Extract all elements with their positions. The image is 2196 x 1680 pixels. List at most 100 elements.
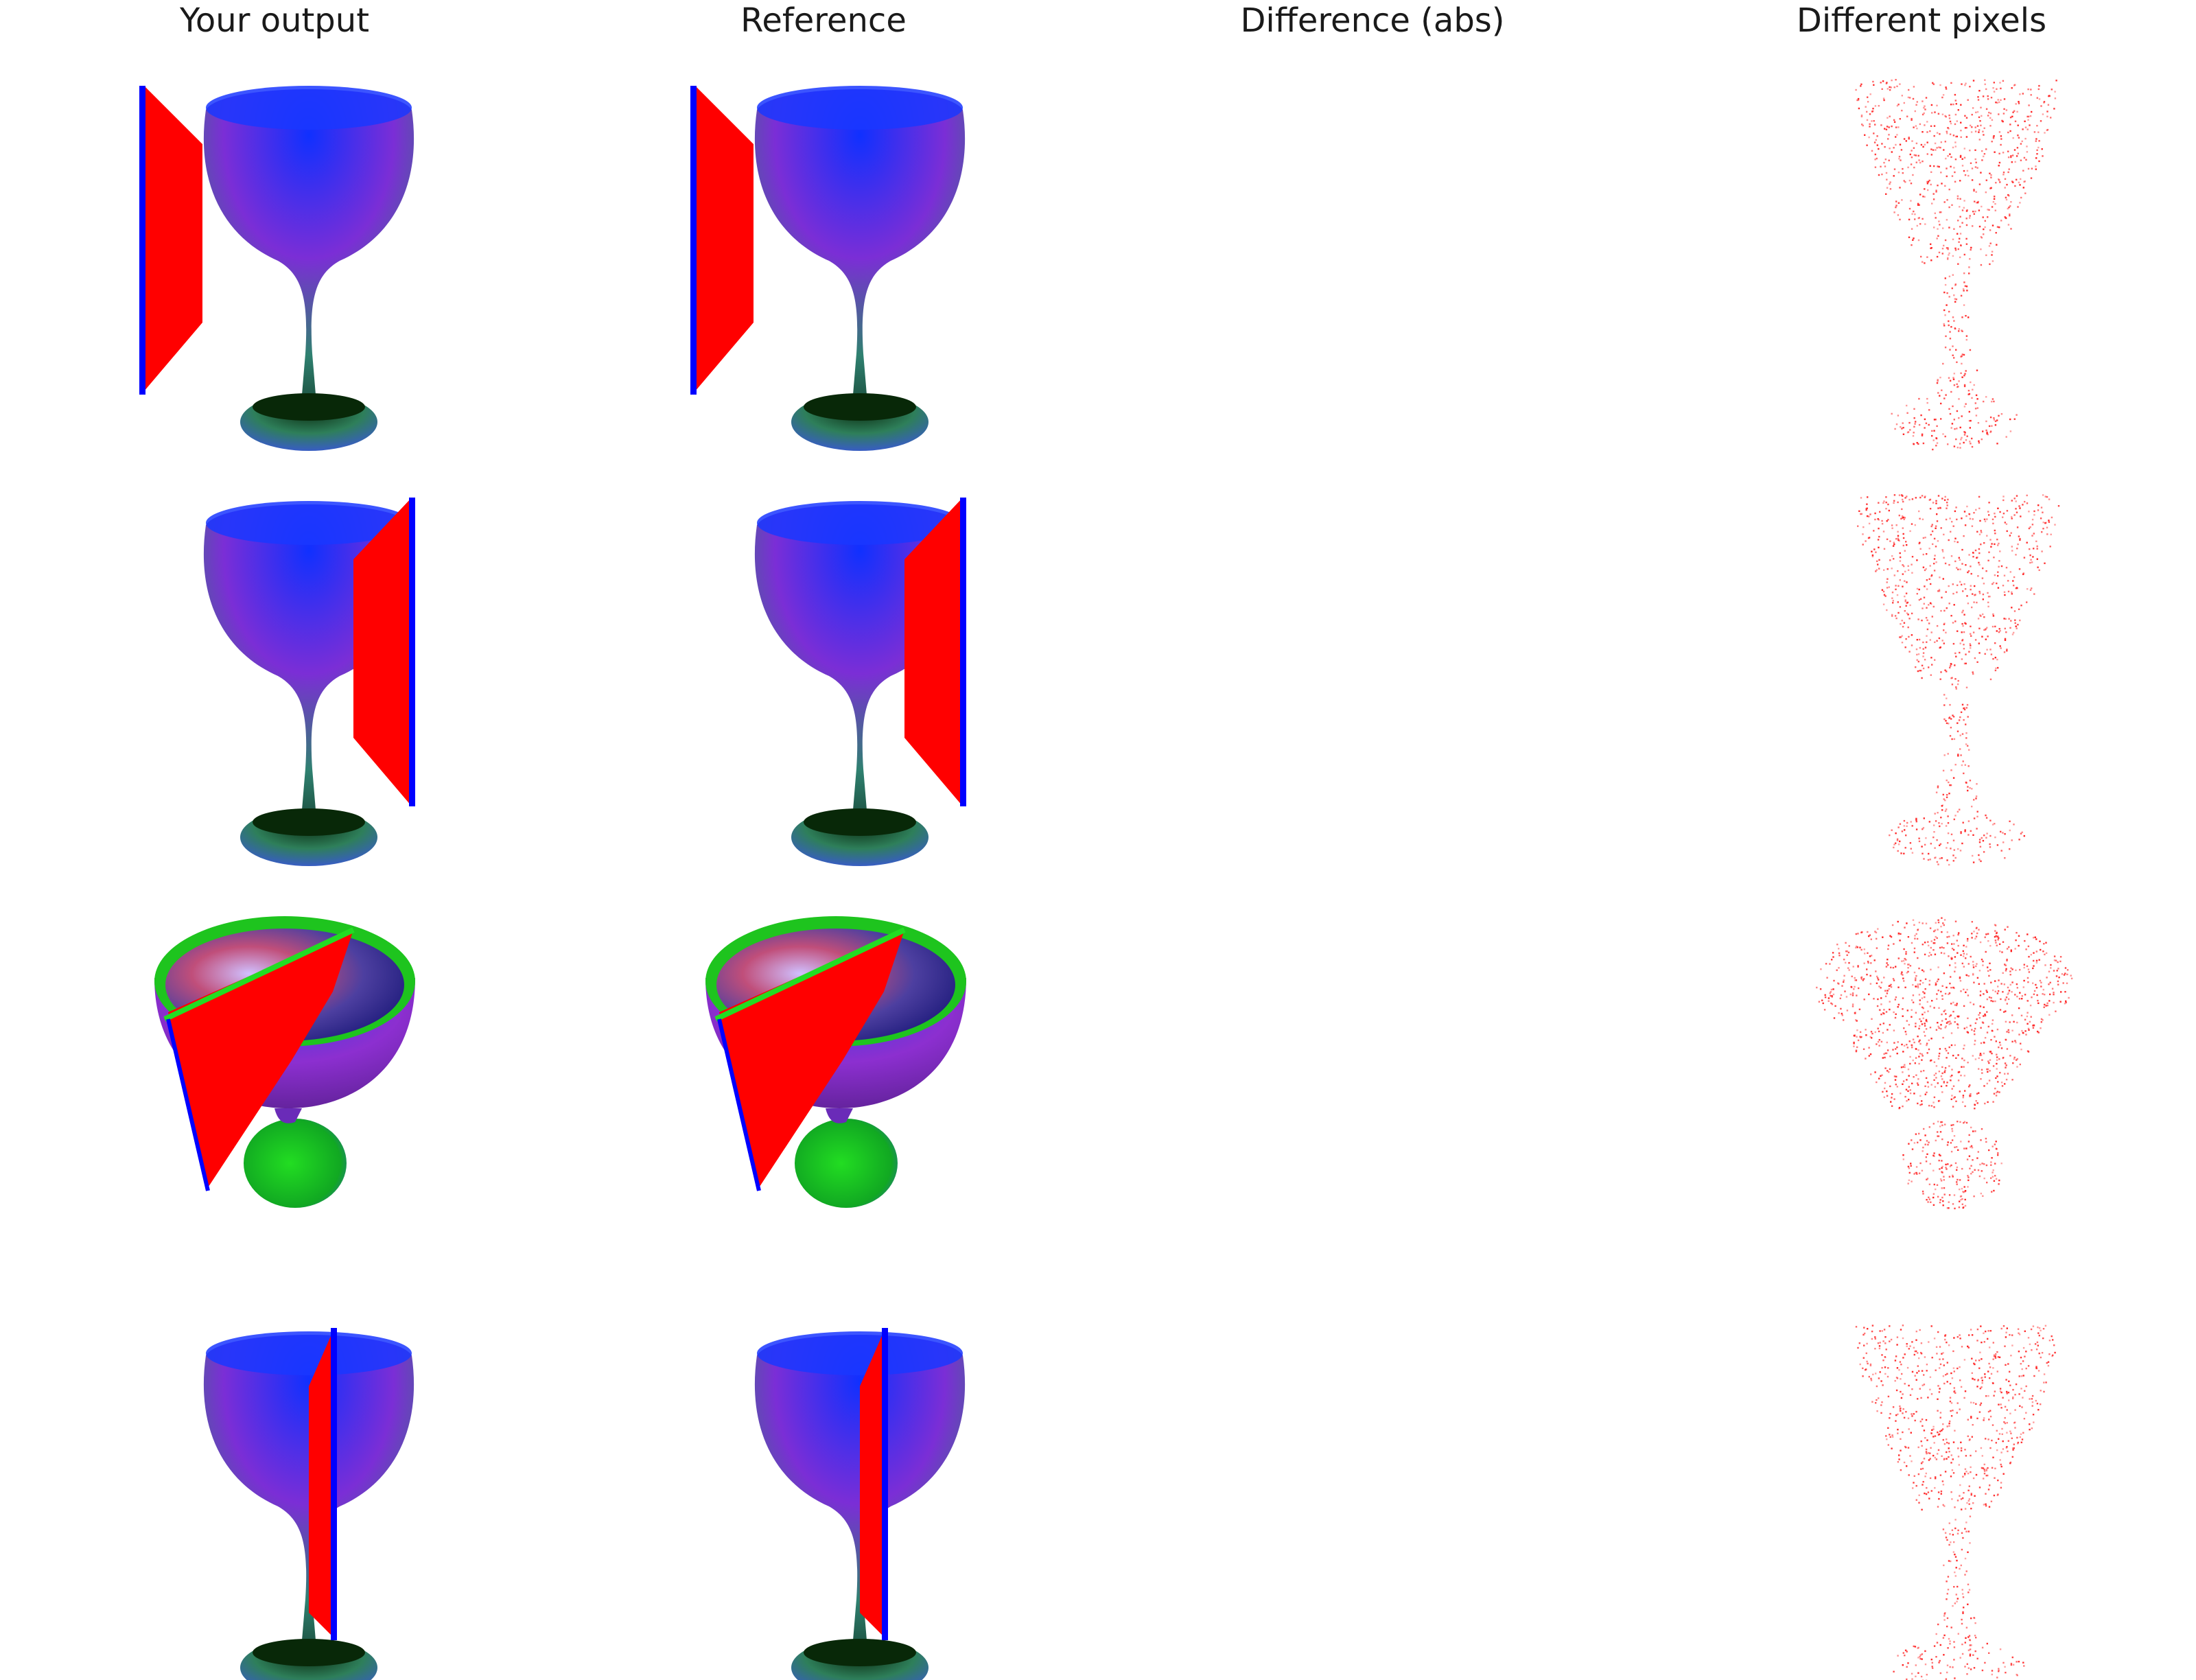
diff-pixel [1951, 1130, 1954, 1132]
diff-pixel [2002, 1473, 2005, 1475]
diff-pixel [2004, 639, 2007, 641]
diff-pixel [1921, 1053, 1923, 1055]
diff-pixel [1961, 517, 1963, 520]
diff-pixel [1930, 583, 1932, 585]
diff-pixel [1887, 88, 1889, 90]
diff-pixel [1981, 1072, 1983, 1074]
diff-pixel [1939, 1358, 1941, 1360]
diff-pixel [1913, 408, 1915, 410]
diff-pixel [1925, 922, 1928, 924]
diff-pixel [1897, 214, 1900, 216]
diff-pixel [1909, 1092, 1912, 1095]
diff-pixel [1880, 1412, 1882, 1414]
diff-pixel [2025, 1034, 2027, 1036]
diff-pixel [1901, 508, 1903, 511]
diff-pixel [1967, 937, 1969, 940]
diff-pixel [1897, 826, 1900, 828]
diff-pixel [1987, 1068, 1989, 1071]
diff-pixel [2003, 618, 2005, 620]
diff-pixel [1974, 149, 1976, 151]
diff-pixel [1994, 669, 1997, 672]
diff-pixel [1983, 1015, 1985, 1017]
diff-pixel [1952, 1001, 1954, 1003]
diff-pixel [1967, 1175, 1969, 1177]
diff-pixel [1994, 1477, 1996, 1479]
diff-pixel [1908, 207, 1911, 210]
diff-pixel [1908, 421, 1911, 424]
diff-pixel [1950, 663, 1952, 665]
diff-pixel [1943, 1458, 1946, 1460]
diff-pixel [1974, 639, 1977, 641]
diff-pixel [1994, 930, 1996, 932]
diff-pixel [1958, 1206, 1961, 1209]
diff-pixel [2040, 985, 2042, 988]
diff-pixel [1909, 604, 1911, 607]
diff-pixel [1948, 226, 1950, 229]
diff-pixel [2038, 140, 2040, 142]
diff-pixel [1983, 583, 1985, 585]
diff-pixel [1928, 852, 1930, 855]
diff-pixel [1881, 1354, 1883, 1356]
diff-pixel [1833, 1017, 1836, 1019]
diff-pixel [1946, 1458, 1948, 1460]
diff-pixel [1999, 82, 2001, 84]
diff-pixel [1878, 105, 1880, 107]
diff-pixel [1884, 1067, 1887, 1069]
diff-pixel [1934, 1435, 1937, 1437]
diff-pixel [1961, 415, 1963, 417]
diff-pixel [1939, 946, 1941, 949]
diff-pixel [1950, 1014, 1952, 1016]
diff-pixel [1969, 517, 1972, 520]
diff-pixel [1981, 1646, 1984, 1648]
diff-pixel [2031, 1398, 2033, 1400]
diff-pixel [1936, 1184, 1939, 1186]
diff-pixel [1997, 1081, 1999, 1083]
diff-pixel [1930, 674, 1932, 676]
diff-pixel [1957, 1080, 1960, 1082]
diff-pixel [1942, 793, 1944, 796]
diff-pixel [2046, 110, 2048, 113]
diff-pixel [2057, 505, 2060, 507]
diff-pixel [1967, 1530, 1970, 1532]
diff-pixel [1963, 385, 1966, 388]
diff-pixel [1961, 1653, 1964, 1655]
diff-pixel [1895, 966, 1897, 968]
diff-pixel [2038, 98, 2041, 100]
diff-pixel [2000, 830, 2002, 833]
diff-pixel [1887, 519, 1889, 521]
diff-pixel [1935, 1077, 1937, 1079]
diff-pixel [1929, 1163, 1931, 1165]
diff-pixel [1899, 143, 1902, 145]
diff-pixel [1873, 959, 1876, 961]
diff-pixel [1978, 442, 1981, 444]
diff-pixel [1948, 324, 1950, 327]
diff-pixel [1957, 1529, 1959, 1532]
diff-pixel [1953, 167, 1955, 169]
diff-pixel [1994, 1163, 1996, 1165]
diff-pixel [1907, 936, 1910, 938]
diff-pixel [1952, 345, 1954, 347]
diff-pixel [1961, 1593, 1964, 1595]
diff-pixel [1931, 530, 1934, 533]
diff-pixel [2026, 588, 2029, 590]
diff-pixel [1882, 97, 1885, 100]
diff-pixel [1898, 1454, 1900, 1456]
diff-pixel [1938, 146, 1940, 148]
diff-pixel [1991, 824, 1994, 826]
diff-pixel [1878, 1030, 1880, 1033]
diff-pixel [1970, 1173, 1972, 1175]
diff-pixel [1983, 1332, 1985, 1334]
diff-pixel [1930, 1084, 1932, 1086]
diff-pixel [2012, 1396, 2014, 1399]
diff-pixel [1963, 583, 1965, 585]
diff-pixel [1913, 1093, 1915, 1095]
diff-pixel [2031, 1349, 2033, 1351]
diff-pixel [1931, 430, 1933, 432]
diff-pixel [1915, 1012, 1917, 1014]
diff-pixel [1857, 97, 1860, 100]
diff-pixel [2037, 1409, 2040, 1411]
diff-pixel [1965, 1026, 1968, 1029]
diff-pixel [1954, 301, 1956, 303]
diff-pixel [1963, 648, 1965, 650]
diff-pixel [1917, 202, 1919, 205]
